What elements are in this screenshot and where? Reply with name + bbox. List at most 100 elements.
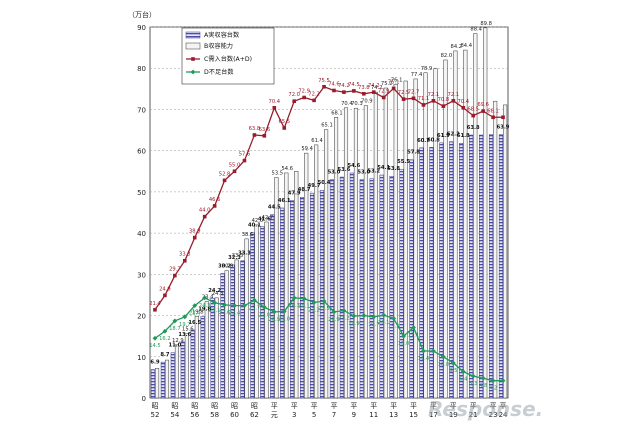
point-marker <box>163 293 167 298</box>
x-tick-era: 昭 <box>231 402 238 410</box>
bar-a-label: 53.0 <box>328 170 341 176</box>
point-marker <box>222 178 227 183</box>
point-marker <box>192 235 197 240</box>
legend: A実収容台数 B収容能力 C需入台数(A+D) D不足台数 <box>181 27 275 85</box>
point-marker <box>411 325 416 330</box>
point-marker <box>262 134 267 138</box>
legend-marker-d <box>190 69 196 75</box>
point-label: 72.1 <box>448 92 460 98</box>
point-marker <box>461 105 466 110</box>
y-axis-unit: （万台） <box>128 10 156 19</box>
bar-a-label: 53.6 <box>338 167 351 173</box>
bar-a-label: 61.9 <box>437 133 450 139</box>
bar-b-label: 70.3 <box>351 101 363 107</box>
point-label: 10.0 <box>438 362 450 368</box>
bar-a <box>479 134 484 399</box>
bar-b-label: 42.7 <box>262 215 274 221</box>
x-tick-era: 平 <box>311 402 318 410</box>
point-label: 22.6 <box>219 310 231 316</box>
point-marker <box>342 90 346 94</box>
bar-b-label: 89.8 <box>480 21 492 27</box>
point-marker <box>362 91 366 96</box>
bar-b <box>453 50 458 399</box>
point-marker <box>311 299 317 305</box>
bar-b-label: 84.2 <box>451 44 463 50</box>
point-label: 18.7 <box>169 326 181 332</box>
point-label: 14.5 <box>149 343 161 349</box>
bar-b <box>423 72 428 399</box>
point-marker <box>302 95 306 100</box>
bar-b-label: 42.0 <box>252 218 264 224</box>
point-marker <box>401 333 406 339</box>
watermark-text: Response. <box>428 397 543 421</box>
point-label: 72.9 <box>298 88 310 94</box>
point-label: 46.6 <box>209 197 221 203</box>
x-tick-era: 平 <box>350 402 357 410</box>
series-line <box>154 297 504 382</box>
point-label: 70.4 <box>269 99 281 105</box>
point-marker <box>281 309 287 314</box>
point-marker <box>242 158 247 163</box>
y-tick-label: 70 <box>137 106 146 114</box>
point-label: 63.8 <box>249 126 261 132</box>
bar-b-label: 65.1 <box>321 123 333 129</box>
bar-b <box>294 171 299 399</box>
bar-b-label: 78.9 <box>421 66 433 72</box>
bar-a-label: 13.6 <box>178 332 191 338</box>
point-marker <box>491 115 495 120</box>
point-marker <box>480 375 486 381</box>
bar-b <box>493 100 498 399</box>
point-label: 4.2 <box>489 386 497 392</box>
bar-b-label: 84.4 <box>460 43 472 49</box>
bar-a <box>439 142 444 399</box>
point-marker <box>332 88 336 93</box>
point-marker <box>202 214 207 219</box>
bar-a <box>339 176 344 399</box>
y-tick-label: 20 <box>137 313 146 321</box>
point-marker <box>162 328 168 334</box>
bar-a <box>379 174 384 399</box>
bar-b-label: 23.4 <box>202 295 214 301</box>
bar-a <box>449 141 454 399</box>
point-label: 22.0 <box>259 312 271 318</box>
bar-b <box>353 107 358 399</box>
bar-a <box>170 352 175 399</box>
bar-a-label: 55.5 <box>397 159 410 165</box>
x-tick-era: 平 <box>291 402 298 410</box>
bar-b-label: 12.9 <box>172 338 184 344</box>
bar-b-label: 61.4 <box>311 138 323 144</box>
point-marker <box>351 313 357 319</box>
point-marker <box>212 204 217 208</box>
point-label: 21.0 <box>278 316 290 322</box>
point-marker <box>172 318 178 324</box>
bar-a-label: 57.8 <box>407 150 420 156</box>
bar-a-label: 30.2 <box>218 264 231 270</box>
point-marker <box>431 348 436 354</box>
point-marker <box>183 258 187 263</box>
plot-frame <box>149 26 509 399</box>
point-marker <box>232 303 237 309</box>
bar-a <box>369 178 374 399</box>
point-label: 4.8 <box>479 383 487 389</box>
bar-a-label: 63.8 <box>467 125 480 131</box>
bar-a <box>200 316 205 399</box>
bar-b-label: 68.1 <box>331 110 343 116</box>
bar-a-label: 48.7 <box>298 187 311 193</box>
point-marker <box>451 98 456 103</box>
bar-a <box>309 192 315 399</box>
point-label: 19.3 <box>388 323 400 329</box>
bar-b-label: 74.2 <box>371 85 383 91</box>
point-marker <box>431 98 436 103</box>
bar-a-label: 50.4 <box>318 180 331 186</box>
bar-a <box>469 134 474 399</box>
point-marker <box>252 133 257 137</box>
bar-b-label: 53.5 <box>272 170 284 176</box>
point-marker <box>291 295 297 301</box>
bar-b <box>383 87 388 399</box>
point-marker <box>441 104 446 108</box>
bar-b <box>343 107 349 399</box>
bar-b <box>224 270 229 399</box>
bar-b <box>264 221 269 399</box>
point-marker <box>322 84 326 89</box>
bar-a <box>319 189 324 399</box>
